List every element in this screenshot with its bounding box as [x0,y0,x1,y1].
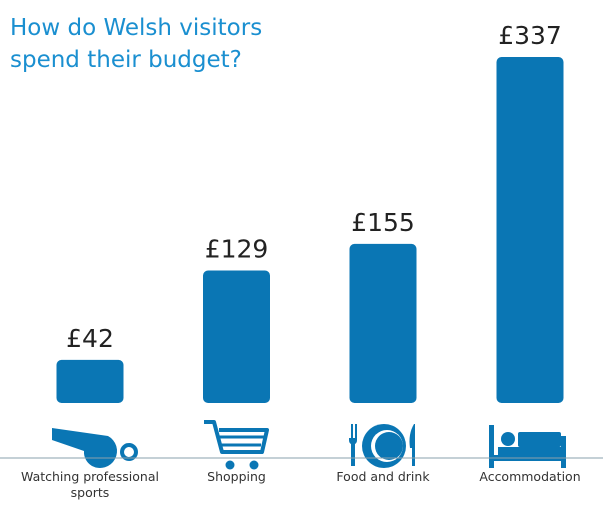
bar [349,243,417,403]
category-label: Accommodation [479,469,581,484]
value-label: £42 [66,324,114,353]
bar [203,270,270,403]
plate-icon [349,424,415,468]
whistle-icon [52,428,138,469]
bar [496,57,564,403]
value-label: £337 [498,21,562,50]
bed-icon [489,425,566,468]
value-label: £129 [205,235,269,264]
cart-icon [204,420,269,470]
chart-title: How do Welsh visitors spend their budget… [10,15,263,73]
category-label: Shopping [207,469,266,484]
value-label: £155 [351,208,415,237]
bar [56,359,124,403]
icons [52,420,566,470]
category-label: Watching professional sports [21,469,159,500]
category-label: Food and drink [336,469,430,484]
